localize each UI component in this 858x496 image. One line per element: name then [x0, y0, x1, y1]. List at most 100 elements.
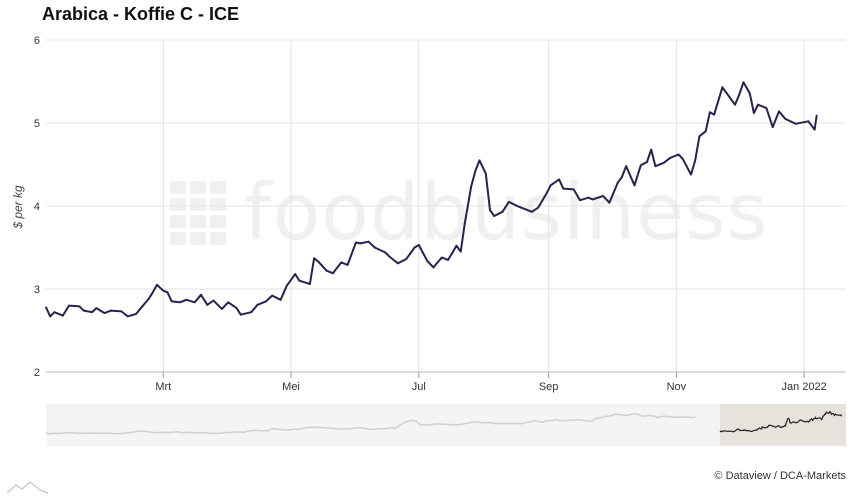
data-point [602, 195, 604, 197]
data-point [516, 205, 519, 207]
data-point [646, 161, 648, 163]
data-point [235, 307, 238, 309]
data-point [558, 178, 560, 181]
data-point [794, 122, 797, 125]
data-point [61, 314, 64, 317]
data-point [82, 309, 85, 312]
data-point [608, 201, 611, 204]
data-point [426, 259, 429, 262]
data-point [239, 313, 242, 316]
data-point [440, 256, 443, 259]
data-point [778, 110, 780, 113]
data-point [484, 172, 487, 175]
data-point [388, 255, 391, 258]
data-point [807, 120, 810, 123]
data-point [738, 93, 741, 96]
data-point [784, 118, 787, 120]
range-navigator[interactable] [45, 404, 846, 446]
data-point [325, 269, 328, 272]
data-point [633, 184, 636, 187]
data-point [694, 159, 697, 162]
navigator-selection-window[interactable] [720, 404, 846, 446]
data-point [520, 206, 523, 209]
x-tick-label: Mei [282, 381, 300, 393]
watermark-text: foodbusiness [244, 168, 769, 258]
data-point [690, 173, 692, 176]
data-point [625, 165, 627, 168]
data-point [677, 153, 680, 156]
data-point [501, 210, 504, 213]
data-point [470, 186, 472, 188]
line-chart: 2 3 4 5 6 Mrt Mei Jul Sep Nov Jan 2022 $ per kg [11, 35, 846, 446]
data-point [489, 209, 491, 212]
data-point [91, 311, 93, 314]
data-point [474, 170, 477, 173]
data-point [413, 246, 416, 249]
data-point [507, 201, 510, 203]
series-group [45, 81, 818, 318]
data-point [313, 257, 315, 260]
data-point [572, 188, 575, 191]
data-point [616, 181, 619, 184]
data-point [753, 112, 755, 114]
data-point [417, 244, 420, 246]
data-point [78, 305, 81, 308]
data-point [757, 103, 759, 106]
data-point [549, 184, 552, 187]
data-point [650, 148, 653, 151]
data-point [359, 242, 361, 245]
data-point [285, 284, 288, 287]
data-point [185, 298, 188, 301]
x-axis-ticks: Mrt Mei Jul Sep Nov Jan 2022 [46, 371, 846, 393]
data-point [110, 309, 112, 312]
data-point [346, 264, 349, 266]
data-point [432, 266, 435, 269]
mountain-logo-icon [6, 481, 49, 494]
x-tick-label: Mrt [155, 381, 171, 393]
data-point [53, 311, 56, 314]
data-point [591, 198, 594, 201]
y-tick-label: 4 [34, 201, 40, 213]
data-point [126, 315, 129, 318]
data-point [813, 128, 816, 131]
grid-lines [46, 39, 846, 373]
data-point [709, 111, 711, 114]
data-point [669, 157, 671, 159]
data-point [206, 303, 209, 306]
data-point [373, 246, 376, 249]
data-point [681, 157, 684, 160]
data-point [478, 159, 481, 162]
x-tick-label: Jan 2022 [781, 381, 826, 393]
data-point [463, 222, 466, 225]
source-credit: © Dataview / DCA-Markets [714, 470, 846, 482]
data-point [698, 135, 701, 138]
data-point [639, 164, 642, 167]
data-point [212, 299, 215, 302]
data-point [156, 284, 158, 286]
data-point [742, 81, 745, 84]
watermark-logo-icon [170, 181, 226, 245]
data-point [384, 251, 387, 254]
y-axis-label: $ per kg [11, 185, 25, 230]
data-point [141, 305, 144, 308]
data-point [179, 301, 181, 304]
data-point [537, 206, 539, 209]
data-point [227, 301, 230, 304]
data-point [151, 291, 154, 294]
data-point [447, 259, 449, 261]
navigator-history-line [45, 412, 696, 435]
data-point [166, 291, 169, 294]
data-point [396, 262, 399, 265]
data-point [340, 261, 343, 264]
data-point [765, 107, 768, 109]
data-point [367, 240, 370, 243]
data-point [298, 279, 301, 282]
data-point [103, 312, 106, 314]
data-point [579, 199, 581, 202]
navigator-selected-line [719, 410, 842, 433]
data-point [135, 313, 138, 315]
data-point [200, 293, 202, 296]
watermark: foodbusiness [170, 168, 768, 258]
data-point [332, 272, 334, 275]
y-tick-label: 6 [34, 35, 40, 47]
